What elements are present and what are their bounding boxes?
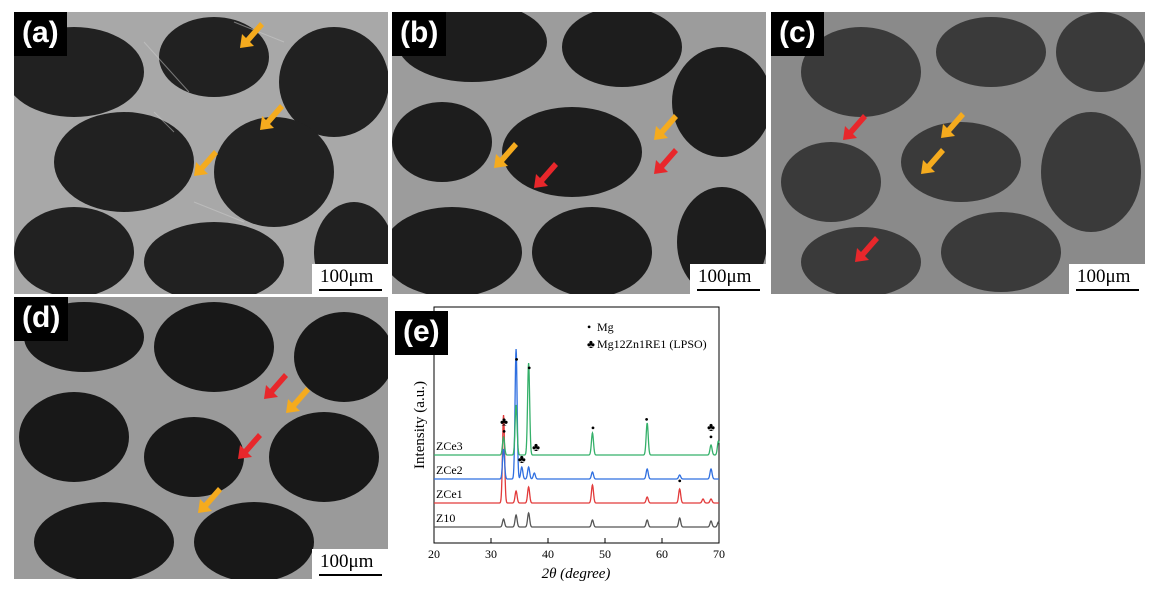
series-label-zce3: ZCe3	[436, 439, 463, 453]
series-line-z10	[434, 511, 720, 528]
x-axis-ticks: 20 30 40 50 60 70	[428, 538, 725, 561]
panel-label: (e)	[395, 311, 448, 355]
scale-bar: 100μm	[312, 264, 388, 294]
scale-bar-text: 100μm	[320, 551, 374, 572]
scale-bar: 100μm	[690, 264, 766, 294]
plot-frame	[433, 306, 720, 544]
xrd-chart: 20 30 40 50 60 70 •♣••♣♣••••♣ Z10ZCe1ZCe2ZCe3…	[412, 306, 725, 582]
scale-bar: 100μm	[1069, 264, 1145, 294]
x-tick-label: 50	[599, 547, 611, 561]
micrograph-panel-b: (b) 100μm	[392, 12, 766, 294]
x-axis-label: 2θ (degree)	[542, 566, 611, 582]
series-label-zce2: ZCe2	[436, 463, 463, 477]
scale-bar-line	[319, 574, 382, 576]
series-line-zce2	[434, 348, 719, 480]
micrograph-image-b	[392, 12, 766, 294]
micrograph-panel-c: (c) 100μm	[771, 12, 1145, 294]
x-tick-label: 40	[542, 547, 554, 561]
mg-peak-marker: •	[515, 353, 519, 367]
arrow-icons-a	[194, 22, 284, 176]
lpso-peak-marker: ♣	[500, 415, 508, 429]
micrograph-image-d	[14, 297, 388, 579]
legend-marker-mg: •	[587, 320, 591, 334]
panel-label: (b)	[392, 12, 447, 56]
scale-bar-text: 100μm	[1077, 266, 1131, 287]
scale-bar-text: 100μm	[320, 266, 374, 287]
lpso-peak-marker: ♣	[518, 452, 526, 466]
micrograph-image-c	[771, 12, 1145, 294]
lpso-peak-marker: ♣	[707, 420, 715, 434]
y-axis-label: Intensity (a.u.)	[412, 381, 428, 469]
series-line-zce1	[434, 414, 719, 504]
series-labels: Z10 ZCe1 ZCe2 ZCe3	[436, 439, 463, 525]
mg-peak-marker: •	[502, 425, 506, 439]
legend: • Mg ♣ Mg12Zn1RE1 (LPSO)	[587, 320, 707, 351]
scale-bar: 100μm	[312, 549, 388, 579]
scale-bar-text: 100μm	[698, 266, 752, 287]
series-label-z10: Z10	[436, 511, 455, 525]
legend-marker-lpso: ♣	[587, 337, 595, 351]
micrograph-panel-a: (a) 100μm	[14, 12, 388, 294]
mg-peak-marker: •	[709, 430, 713, 444]
mg-peak-marker: •	[645, 413, 649, 427]
micrograph-image-a	[14, 12, 388, 294]
x-tick-label: 20	[428, 547, 440, 561]
lpso-peak-marker: ♣	[532, 440, 540, 454]
legend-text-lpso: Mg12Zn1RE1 (LPSO)	[597, 337, 707, 351]
mg-peak-marker: •	[678, 474, 682, 488]
xrd-chart-panel: 20 30 40 50 60 70 • ♣ • • ♣ ♣ • • • • ♣ Z10 ZCe1 ZCe2 ZCe3…	[394, 297, 764, 587]
mg-peak-marker: •	[591, 421, 595, 435]
series-line-zce3	[434, 362, 720, 456]
series-group	[434, 348, 720, 528]
legend-text-mg: Mg	[597, 320, 614, 334]
panel-label: (a)	[14, 12, 67, 56]
scale-bar-line	[697, 289, 760, 291]
micrograph-panel-d: (d) 100μm	[14, 297, 388, 579]
panel-label: (d)	[14, 297, 69, 341]
x-tick-label: 70	[713, 547, 725, 561]
scale-bar-line	[319, 289, 382, 291]
panel-label: (c)	[771, 12, 824, 56]
x-tick-label: 60	[656, 547, 668, 561]
mg-peak-marker: •	[527, 361, 531, 375]
x-tick-label: 30	[485, 547, 497, 561]
series-label-zce1: ZCe1	[436, 487, 463, 501]
scale-bar-line	[1076, 289, 1139, 291]
peak-annotations: •♣••♣♣••••♣	[500, 353, 715, 488]
